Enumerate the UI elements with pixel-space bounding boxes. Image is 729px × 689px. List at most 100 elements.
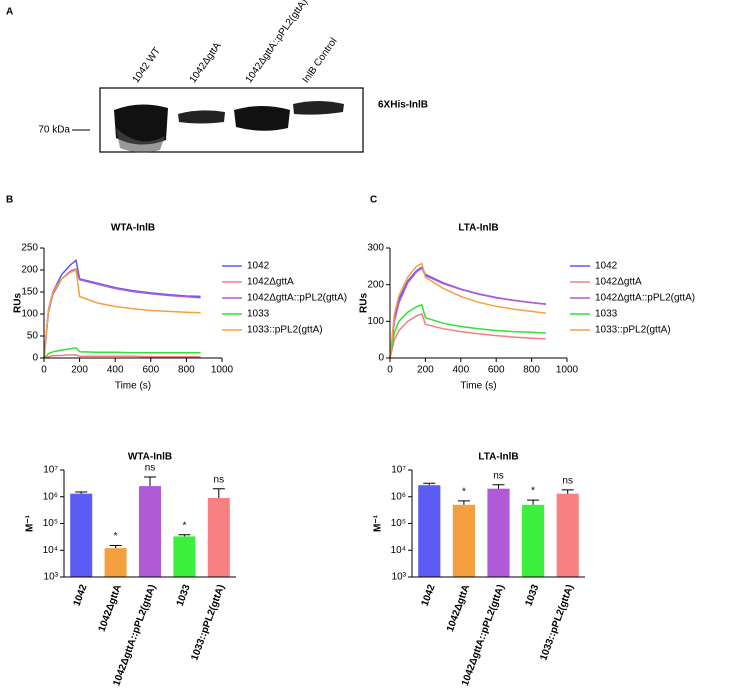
x-tick-label: 0 [41, 365, 47, 376]
x-tick-label: 1033 [523, 583, 541, 608]
y-tick-label: 200 [367, 279, 384, 290]
lane-label: 1042ΔgttA [188, 40, 224, 85]
legend-label: 1033 [247, 309, 270, 320]
blot-band [234, 106, 290, 131]
significance-label: ns [493, 470, 504, 481]
bar [138, 486, 162, 577]
significance-label: ns [145, 463, 156, 474]
chart-title: LTA-InlB [478, 452, 518, 463]
panel-label: A [6, 7, 13, 18]
y-tick-label: 150 [21, 287, 38, 298]
x-tick-label: 1042 [420, 583, 438, 608]
y-tick-label: 100 [367, 316, 384, 327]
error-bar [423, 482, 436, 486]
legend-label: 1033 [595, 309, 618, 320]
lane-label: 1042 WT [131, 46, 163, 86]
significance-label: * [114, 531, 118, 542]
error-bar [561, 489, 574, 494]
y-tick-label: 10⁴ [43, 545, 58, 556]
x-tick-label: 1033::pPL2(gttA) [189, 583, 227, 662]
x-tick-label: 1000 [556, 365, 579, 376]
y-tick-label: 0 [378, 353, 384, 364]
x-tick-label: 200 [71, 365, 88, 376]
bar [104, 548, 127, 577]
x-axis-label: Time (s) [460, 381, 496, 392]
error-bar [457, 500, 470, 505]
x-tick-label: 1042 [72, 583, 90, 608]
chart-title: WTA-InlB [111, 223, 155, 234]
y-tick-label: 10⁵ [43, 518, 58, 529]
series-line [43, 354, 201, 359]
significance-label: ns [214, 474, 225, 485]
legend-label: 1042ΔgttA [595, 277, 642, 288]
band-label: 6XHis-InlB [378, 100, 428, 111]
x-tick-label: 200 [417, 365, 434, 376]
x-tick-label: 800 [523, 365, 540, 376]
marker-label: 70 kDa [38, 125, 70, 136]
y-tick-label: 10⁷ [391, 465, 406, 476]
panel-label: B [6, 195, 13, 206]
series-line [389, 262, 546, 359]
y-tick-label: 10⁵ [391, 518, 406, 529]
y-axis-label: M⁻¹ [25, 514, 36, 532]
error-bar [109, 545, 122, 549]
y-tick-label: 200 [21, 265, 38, 276]
significance-label: * [462, 487, 466, 498]
lane-label: 1042ΔgttA::pPL2(gttA) [244, 0, 310, 85]
x-tick-label: 400 [107, 365, 124, 376]
legend-label: 1042ΔgttA::pPL2(gttA) [247, 293, 347, 304]
x-tick-label: 1000 [211, 365, 234, 376]
bar [522, 504, 545, 577]
error-bar [178, 534, 191, 537]
y-tick-label: 0 [32, 353, 38, 364]
legend-label: 1042ΔgttA [247, 277, 294, 288]
significance-label: * [531, 486, 535, 497]
series-line [389, 313, 546, 359]
bar [452, 504, 475, 577]
x-tick-label: 1033::pPL2(gttA) [538, 583, 576, 662]
y-tick-label: 100 [21, 309, 38, 320]
series-line [43, 268, 201, 359]
x-tick-label: 600 [488, 365, 505, 376]
chart-title: LTA-InlB [458, 223, 498, 234]
y-tick-label: 10³ [392, 572, 407, 583]
blot-band [114, 104, 168, 145]
y-tick-label: 250 [21, 243, 38, 254]
error-bar [492, 484, 505, 489]
x-tick-label: 800 [178, 365, 195, 376]
blot [72, 87, 364, 153]
y-tick-label: 10⁶ [43, 491, 58, 502]
significance-label: * [182, 520, 186, 531]
legend-label: 1033::pPL2(gttA) [247, 325, 323, 336]
legend-label: 1042 [247, 261, 270, 272]
error-bar [75, 491, 88, 494]
blot-band [178, 110, 225, 124]
x-tick-label: 600 [142, 365, 159, 376]
x-tick-label: 1033 [175, 583, 193, 608]
y-tick-label: 10⁶ [391, 491, 406, 502]
series-line [389, 267, 546, 359]
error-bar [527, 499, 540, 505]
bar [556, 493, 579, 577]
x-tick-label: 400 [452, 365, 469, 376]
y-tick-label: 10⁷ [43, 465, 58, 476]
blot-band [293, 101, 344, 115]
y-axis-label: RUs [13, 293, 24, 313]
chart-title: WTA-InlB [128, 452, 172, 463]
bar [487, 488, 510, 577]
series-line [389, 303, 546, 359]
significance-label: ns [562, 476, 573, 487]
legend-label: 1042ΔgttA::pPL2(gttA) [595, 293, 695, 304]
x-tick-label: 0 [387, 365, 393, 376]
y-axis-label: RUs [359, 293, 370, 313]
y-tick-label: 50 [27, 331, 39, 342]
lane-label: InlB Control [301, 36, 340, 85]
legend-label: 1042 [595, 261, 618, 272]
series-line [389, 265, 546, 359]
bar [70, 493, 93, 577]
legend-label: 1033::pPL2(gttA) [595, 325, 671, 336]
x-axis-label: Time (s) [115, 381, 151, 392]
y-tick-label: 300 [367, 243, 384, 254]
error-bar [212, 488, 225, 498]
